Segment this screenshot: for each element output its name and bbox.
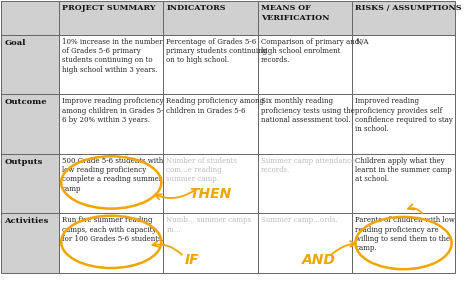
Bar bbox=[352, 1, 455, 35]
Text: RISKS / ASSUMPTIONS: RISKS / ASSUMPTIONS bbox=[356, 4, 462, 12]
Text: 500 Grade 5-6 students with
low reading proficiency
complete a reading summer
ca: 500 Grade 5-6 students with low reading … bbox=[62, 157, 163, 193]
Text: Six monthly reading
proficiency tests using the
national assessment tool.: Six monthly reading proficiency tests us… bbox=[261, 98, 355, 124]
Bar bbox=[258, 95, 352, 154]
Bar bbox=[164, 95, 258, 154]
Text: Improve reading proficiency
among children in Grades 5-
6 by 20% within 3 years.: Improve reading proficiency among childr… bbox=[62, 98, 164, 124]
Bar bbox=[258, 35, 352, 95]
Text: Summer camp...ords.: Summer camp...ords. bbox=[261, 216, 337, 224]
Text: MEANS OF
VERIFICATION: MEANS OF VERIFICATION bbox=[261, 4, 329, 22]
Text: Numb... summer camps
ru...: Numb... summer camps ru... bbox=[166, 216, 252, 234]
Bar bbox=[258, 154, 352, 213]
Bar bbox=[164, 1, 258, 35]
Bar bbox=[59, 154, 164, 213]
Bar bbox=[1, 1, 59, 35]
Bar bbox=[59, 213, 164, 273]
Bar bbox=[1, 95, 59, 154]
Text: Reading proficiency among
children in Grades 5-6: Reading proficiency among children in Gr… bbox=[166, 98, 264, 115]
Bar bbox=[59, 95, 164, 154]
Bar bbox=[1, 154, 59, 213]
Text: THEN: THEN bbox=[190, 187, 232, 201]
Bar bbox=[352, 154, 455, 213]
Text: Activities: Activities bbox=[4, 217, 49, 225]
Bar bbox=[352, 35, 455, 95]
Bar bbox=[164, 213, 258, 273]
Text: Children apply what they
learnt in the summer camp
at school.: Children apply what they learnt in the s… bbox=[356, 157, 452, 183]
Text: PROJECT SUMMARY: PROJECT SUMMARY bbox=[62, 4, 155, 12]
Text: Run five summer reading
camps, each with capacity
for 100 Grades 5-6 students.: Run five summer reading camps, each with… bbox=[62, 216, 164, 243]
Text: IF: IF bbox=[184, 253, 199, 267]
Text: Improved reading
proficiency provides self
confidence required to stay
in school: Improved reading proficiency provides se… bbox=[356, 98, 453, 133]
Text: 10% increase in the number
of Grades 5-6 primary
students continuing on to
high : 10% increase in the number of Grades 5-6… bbox=[62, 38, 163, 74]
Text: AND: AND bbox=[302, 253, 336, 267]
Text: Comparison of primary and
high school enrolment
records.: Comparison of primary and high school en… bbox=[261, 38, 359, 64]
Bar bbox=[352, 213, 455, 273]
Bar bbox=[164, 154, 258, 213]
Text: Goal: Goal bbox=[4, 39, 26, 47]
Bar bbox=[59, 1, 164, 35]
Bar bbox=[258, 213, 352, 273]
Bar bbox=[258, 1, 352, 35]
Bar bbox=[1, 35, 59, 95]
Bar bbox=[164, 35, 258, 95]
Bar bbox=[1, 213, 59, 273]
Text: Number of students
com...e reading
summer camp.: Number of students com...e reading summe… bbox=[166, 157, 237, 183]
Text: INDICATORS: INDICATORS bbox=[166, 4, 226, 12]
Text: Outcome: Outcome bbox=[4, 98, 47, 106]
Bar bbox=[352, 95, 455, 154]
Text: Summer camp attendance
records.: Summer camp attendance records. bbox=[261, 157, 355, 174]
Bar bbox=[59, 35, 164, 95]
Text: Percentage of Grades 5-6
primary students continuing
on to high school.: Percentage of Grades 5-6 primary student… bbox=[166, 38, 267, 64]
Text: Parents of children with low
reading proficiency are
willing to send them to the: Parents of children with low reading pro… bbox=[356, 216, 455, 252]
Text: Outputs: Outputs bbox=[4, 158, 43, 166]
Text: N/A: N/A bbox=[356, 38, 369, 46]
